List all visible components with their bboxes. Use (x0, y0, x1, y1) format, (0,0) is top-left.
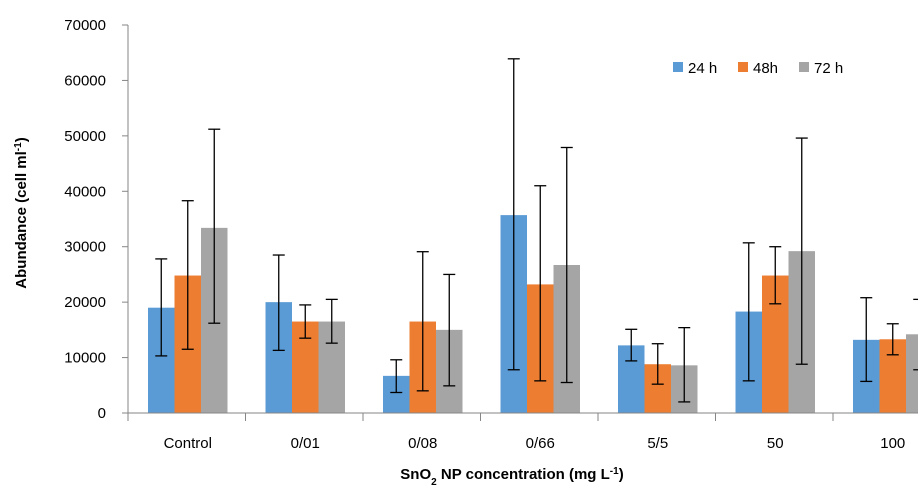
error-bar (443, 273, 456, 387)
legend-swatch-72h (799, 62, 809, 72)
legend: 24 h 48h 72 h (673, 60, 843, 77)
error-bar (208, 128, 221, 324)
legend-label-48h: 48h (753, 60, 778, 77)
y-axis-title: Abundance (cell ml-1) (13, 137, 31, 288)
legend-label-24h: 24 h (688, 60, 717, 77)
legend-label-72h: 72 h (814, 60, 843, 77)
error-bar (651, 343, 664, 385)
error-bar (416, 251, 429, 392)
error-bar (769, 246, 782, 305)
error-bar (325, 298, 338, 344)
error-bar (155, 258, 168, 357)
error-bar (678, 326, 691, 403)
x-tick-label: 50 (767, 435, 784, 452)
axes (122, 24, 918, 421)
bars (148, 215, 918, 413)
x-tick-label: 5/5 (647, 435, 668, 452)
error-bar (507, 58, 520, 371)
error-bar (534, 185, 547, 382)
tick-labels: 0 10000 20000 30000 40000 50000 60000 70000 Cont… (64, 17, 905, 452)
y-tick-label: 60000 (64, 72, 106, 89)
y-tick-label: 0 (98, 405, 106, 422)
y-tick-label: 50000 (64, 128, 106, 145)
error-bars (155, 58, 918, 403)
error-bar (299, 304, 312, 339)
error-bar (272, 254, 285, 352)
error-bar (390, 359, 403, 394)
y-tick-label: 30000 (64, 239, 106, 256)
x-tick-label: 0/66 (526, 435, 555, 452)
x-tick-label: 100 (880, 435, 905, 452)
x-tick-label: 0/08 (408, 435, 437, 452)
x-axis-title: SnO2 NP concentration (mg L-1) (400, 466, 623, 488)
y-tick-label: 40000 (64, 183, 106, 200)
y-tick-label: 70000 (64, 17, 106, 34)
y-tick-label: 10000 (64, 350, 106, 367)
legend-swatch-48h (738, 62, 748, 72)
error-bar (860, 297, 873, 383)
error-bar (886, 323, 899, 356)
error-bar (795, 137, 808, 365)
y-tick-label: 20000 (64, 294, 106, 311)
error-bar (913, 298, 918, 371)
legend-swatch-24h (673, 62, 683, 72)
error-bar (625, 328, 638, 362)
x-tick-label: 0/01 (291, 435, 320, 452)
error-bar (560, 146, 573, 384)
error-bar (742, 242, 755, 382)
bar-72h (906, 334, 918, 413)
error-bar (181, 200, 194, 350)
x-tick-label: Control (164, 435, 212, 452)
